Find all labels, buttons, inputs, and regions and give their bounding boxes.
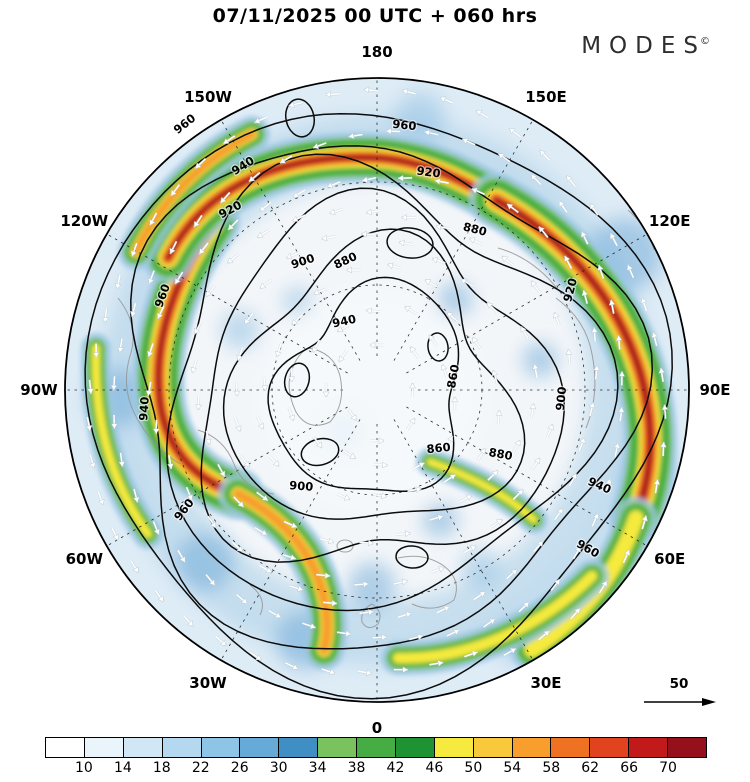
colorbar-cell: [434, 738, 474, 757]
colorbar-cell: [318, 738, 357, 757]
lon-label-180: 180: [361, 43, 393, 61]
colorbar-cell: [162, 738, 202, 757]
graticule: [65, 78, 689, 702]
lon-label-90E: 90E: [699, 381, 731, 399]
colorbar-cell: [279, 738, 319, 757]
lon-label-90W: 90W: [20, 381, 58, 399]
colorbar-cell: [84, 738, 124, 757]
contour-label: 900: [289, 478, 314, 494]
contour-label: 860: [444, 363, 462, 389]
contour-label: 940: [331, 312, 357, 331]
contour-label: 940: [136, 396, 152, 421]
colorbar-cell: [395, 738, 435, 757]
height-contours: [84, 98, 673, 700]
wind-reference: 50: [642, 676, 716, 712]
lon-label-150E: 150E: [525, 88, 567, 107]
lon-label-30W: 30W: [189, 673, 227, 692]
contour-label: 920: [416, 163, 442, 180]
lon-label-150W: 150W: [184, 88, 232, 107]
contour-label: 860: [426, 440, 451, 456]
wind-reference-arrow: [644, 698, 716, 706]
colorbar-cell: [123, 738, 163, 757]
colorbar-cell: [46, 738, 85, 757]
jet-bands: [80, 116, 678, 676]
colorbar: [45, 737, 707, 758]
contour-label: 900: [553, 386, 569, 411]
colorbar-cell: [590, 738, 630, 757]
colorbar-cell: [668, 738, 706, 757]
colorbar-cell: [629, 738, 668, 757]
lon-label-120E: 120E: [648, 212, 691, 230]
colorbar-cell: [512, 738, 552, 757]
colorbar-cell: [201, 738, 241, 757]
contour-label: 880: [488, 445, 514, 463]
colorbar-cell: [357, 738, 396, 757]
modes-logo-text: MODES: [581, 33, 706, 59]
wind-arrows: [85, 86, 669, 676]
lon-label-60W: 60W: [65, 550, 103, 568]
lon-label-0: 0: [371, 719, 383, 737]
colorbar-cell: [473, 738, 513, 757]
copyright-mark: ©: [700, 36, 710, 48]
chart-title: 07/11/2025 00 UTC + 060 hrs: [212, 5, 538, 27]
contour-label: 960: [392, 117, 417, 133]
map-clip-group: [65, 78, 689, 702]
colorbar-cell: [240, 738, 280, 757]
modes-logo: MODES©: [581, 33, 710, 59]
lon-label-30E: 30E: [530, 673, 562, 692]
lon-label-120W: 120W: [60, 212, 109, 230]
map-outline: [64, 77, 690, 703]
contour-label: 960: [171, 111, 199, 137]
lon-label-60E: 60E: [654, 550, 686, 568]
colorbar-cell: [551, 738, 591, 757]
wind-reference-value: 50: [669, 676, 689, 692]
